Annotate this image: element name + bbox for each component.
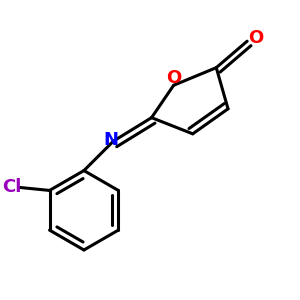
Text: N: N (103, 131, 118, 149)
Text: O: O (248, 29, 263, 47)
Text: O: O (166, 69, 181, 87)
Text: Cl: Cl (2, 178, 22, 196)
